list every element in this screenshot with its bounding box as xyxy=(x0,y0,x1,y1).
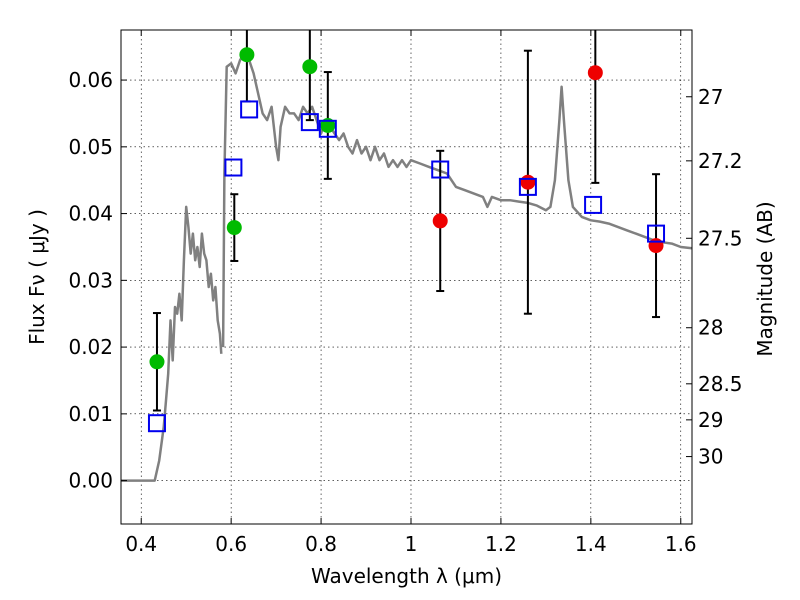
y-tick-label: 0.06 xyxy=(68,68,113,92)
mag-tick-label: 29 xyxy=(698,408,723,432)
mag-tick-label: 27 xyxy=(698,85,723,109)
model-square-marker xyxy=(318,119,337,138)
green-data-point xyxy=(226,220,242,236)
y-tick-label: 0.04 xyxy=(68,202,113,226)
model-spectrum xyxy=(121,52,693,482)
error-bars xyxy=(152,30,661,412)
mag-tick-label: 27.5 xyxy=(698,226,743,250)
mag-tick-label: 28 xyxy=(698,316,723,340)
red-data-point xyxy=(432,213,448,229)
green-data-point xyxy=(239,47,255,63)
model-square-marker xyxy=(240,100,259,119)
red-data-point xyxy=(587,65,603,81)
x-tick-label: 0.8 xyxy=(305,532,337,556)
y-tick-label: 0.00 xyxy=(68,469,113,493)
x-tick-label: 0.6 xyxy=(215,532,247,556)
spectrum-line xyxy=(121,205,223,482)
y-tick-label: 0.05 xyxy=(68,135,113,159)
data-points xyxy=(147,47,666,433)
x-tick-label: 1.2 xyxy=(485,532,517,556)
x-tick-label: 1.6 xyxy=(665,532,697,556)
model-square-marker xyxy=(300,113,319,132)
grid-lines xyxy=(121,30,692,524)
spectrum-line xyxy=(221,52,693,348)
model-square-marker xyxy=(224,158,243,177)
axis-ticks: 0.4 0.6 0.8 1 1.2 1.4 1.6 0.00 0.01 0.02 0.03 0.04 0… xyxy=(68,30,743,556)
mag-tick-label: 28.5 xyxy=(698,372,743,396)
y-axis-label: Flux Fν ( μJy ) xyxy=(25,209,49,345)
x-tick-label: 1 xyxy=(405,532,418,556)
green-data-point xyxy=(149,354,165,370)
red-data-point xyxy=(520,174,536,190)
y2-axis-label: Magnitude (AB) xyxy=(753,201,777,356)
mag-tick-label: 30 xyxy=(698,445,723,469)
model-square-marker xyxy=(518,177,537,196)
model-square-marker xyxy=(584,195,603,214)
y-tick-label: 0.03 xyxy=(68,268,113,292)
x-tick-label: 1.4 xyxy=(575,532,607,556)
y-tick-label: 0.02 xyxy=(68,335,113,359)
model-square-marker xyxy=(431,160,450,179)
x-axis-label: Wavelength λ (μm) xyxy=(311,564,502,588)
plot-frame xyxy=(120,29,693,525)
model-square-marker xyxy=(647,224,666,243)
y-tick-label: 0.01 xyxy=(68,402,113,426)
x-tick-label: 0.4 xyxy=(125,532,157,556)
model-square-marker xyxy=(147,414,166,433)
mag-tick-label: 27.2 xyxy=(698,149,743,173)
green-data-point xyxy=(302,59,318,75)
